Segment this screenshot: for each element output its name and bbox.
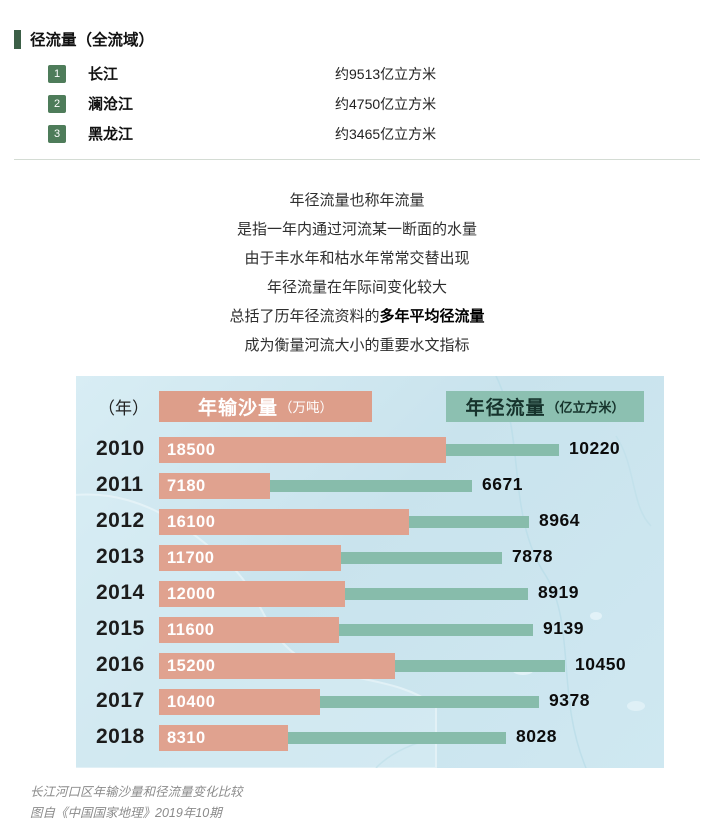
sediment-bar: 15200 xyxy=(159,653,395,679)
chart-row: 2012 16100 8964 xyxy=(76,504,664,540)
river-name: 长江 xyxy=(88,66,119,83)
bar-group: 16100 8964 xyxy=(159,504,664,540)
year-label: 2010 xyxy=(96,437,145,460)
sediment-bar: 10400 xyxy=(159,689,320,715)
sediment-bar: 12000 xyxy=(159,581,345,607)
ranking-row: 1 长江 约9513亿立方米 xyxy=(48,64,700,83)
bar-group: 10400 9378 xyxy=(159,684,664,720)
sediment-value: 10400 xyxy=(167,692,216,711)
year-label: 2012 xyxy=(96,509,145,532)
runoff-value: 6671 xyxy=(482,474,523,494)
rank-badge: 3 xyxy=(48,124,66,143)
bar-group: 7180 6671 xyxy=(159,468,664,504)
river-value: 约4750亿立方米 xyxy=(335,95,437,112)
runoff-value: 8919 xyxy=(538,582,579,602)
description-line: 年径流量也称年流量 xyxy=(289,192,425,209)
sediment-value: 7180 xyxy=(167,476,206,495)
sediment-bar: 16100 xyxy=(159,509,409,535)
ranking-title: 径流量（全流域） xyxy=(30,32,155,49)
caption-line-2: 图自《中国国家地理》2019年10期 xyxy=(30,806,222,820)
sediment-value: 11600 xyxy=(167,620,215,639)
sediment-value: 12000 xyxy=(167,584,216,603)
bar-group: 11700 7878 xyxy=(159,540,664,576)
runoff-value: 9378 xyxy=(549,690,590,710)
legend-runoff-label: 年径流量 xyxy=(465,397,546,419)
sediment-bar: 7180 xyxy=(159,473,270,499)
rank-badge: 1 xyxy=(48,64,66,83)
year-label: 2011 xyxy=(96,473,144,496)
description-text: 年径流量也称年流量是指一年内通过河流某一断面的水量 由于丰水年和枯水年常常交替出现… xyxy=(14,186,700,360)
year-label: 2014 xyxy=(96,581,145,604)
chart-row: 2010 18500 10220 xyxy=(76,432,664,468)
legend-sediment-unit: （万吨） xyxy=(279,400,333,415)
runoff-value: 8028 xyxy=(516,726,557,746)
sediment-value: 18500 xyxy=(167,440,216,459)
chart-row: 2017 10400 9378 xyxy=(76,684,664,720)
accent-block xyxy=(14,29,21,49)
sediment-value: 11700 xyxy=(167,548,215,567)
bar-group: 8310 8028 xyxy=(159,720,664,756)
year-label: 2017 xyxy=(96,689,145,712)
legend-sediment-label: 年输沙量 xyxy=(197,397,278,419)
bar-group: 11600 9139 xyxy=(159,612,664,648)
river-name: 澜沧江 xyxy=(88,96,134,113)
bar-group: 12000 8919 xyxy=(159,576,664,612)
chart-content: （年） 年输沙量 （万吨） 年径流量 （亿立方米） 2010 18500 10220 20… xyxy=(76,376,664,756)
runoff-value: 9139 xyxy=(543,618,584,638)
sediment-bar: 8310 xyxy=(159,725,288,751)
chart-row: 2013 11700 7878 xyxy=(76,540,664,576)
sediment-bar: 18500 xyxy=(159,437,446,463)
chart-row: 2011 7180 6671 xyxy=(76,468,664,504)
runoff-value: 8964 xyxy=(539,510,580,530)
sediment-value: 16100 xyxy=(167,512,216,531)
chart-row: 2018 8310 8028 xyxy=(76,720,664,756)
chart-rows: 2010 18500 10220 2011 7180 6671 2012 16100 8964 2… xyxy=(76,432,664,756)
bar-group: 18500 10220 xyxy=(159,432,664,468)
sediment-value: 15200 xyxy=(167,656,216,675)
ranking-list: 1 长江 约9513亿立方米 2 澜沧江 约4750亿立方米 3 黑龙江 约3465亿立方米 xyxy=(14,64,700,143)
river-value: 约9513亿立方米 xyxy=(335,65,437,82)
year-label: 2013 xyxy=(96,545,145,568)
year-axis-label: （年） xyxy=(98,398,149,418)
runoff-value: 10220 xyxy=(569,438,621,458)
sediment-value: 8310 xyxy=(167,728,206,747)
chart-legend: （年） 年输沙量 （万吨） 年径流量 （亿立方米） xyxy=(76,390,664,422)
chart-row: 2015 11600 9139 xyxy=(76,612,664,648)
description-line: 成为衡量河流大小的重要水文指标 xyxy=(244,337,470,354)
sediment-bar: 11600 xyxy=(159,617,339,643)
runoff-value: 7878 xyxy=(512,546,553,566)
year-label: 2015 xyxy=(96,617,145,640)
caption-line-1: 长江河口区年输沙量和径流量变化比较 xyxy=(30,785,243,799)
ranking-header: 径流量（全流域） xyxy=(14,28,700,50)
description-line: 是指一年内通过河流某一断面的水量 xyxy=(236,221,477,238)
legend-sediment: 年输沙量 （万吨） xyxy=(159,390,372,422)
ranking-row: 2 澜沧江 约4750亿立方米 xyxy=(48,94,700,113)
chart-row: 2016 15200 10450 xyxy=(76,648,664,684)
ranking-row: 3 黑龙江 约3465亿立方米 xyxy=(48,124,700,143)
ranking-section: 径流量（全流域） 1 长江 约9513亿立方米 2 澜沧江 约4750亿立方米 3 黑龙江 约3… xyxy=(14,28,700,160)
year-label: 2018 xyxy=(96,725,145,748)
river-name: 黑龙江 xyxy=(88,126,134,143)
runoff-value: 10450 xyxy=(575,654,627,674)
sediment-bar: 11700 xyxy=(159,545,341,571)
description-line: 由于丰水年和枯水年常常交替出现 xyxy=(244,250,470,267)
chart-panel: （年） 年输沙量 （万吨） 年径流量 （亿立方米） 2010 18500 10220 20… xyxy=(76,376,664,768)
legend-runoff: 年径流量 （亿立方米） xyxy=(446,390,644,422)
river-value: 约3465亿立方米 xyxy=(335,125,437,142)
description-line: 总括了历年径流资料的多年平均径流量 xyxy=(229,308,485,325)
legend-runoff-unit: （亿立方米） xyxy=(546,399,625,415)
year-label: 2016 xyxy=(96,653,145,676)
chart-row: 2014 12000 8919 xyxy=(76,576,664,612)
figure-caption: 长江河口区年输沙量和径流量变化比较 图自《中国国家地理》2019年10期 xyxy=(30,782,700,824)
bar-group: 15200 10450 xyxy=(159,648,664,684)
rank-badge: 2 xyxy=(48,94,66,113)
description-line: 年径流量在年际间变化较大 xyxy=(266,279,447,296)
